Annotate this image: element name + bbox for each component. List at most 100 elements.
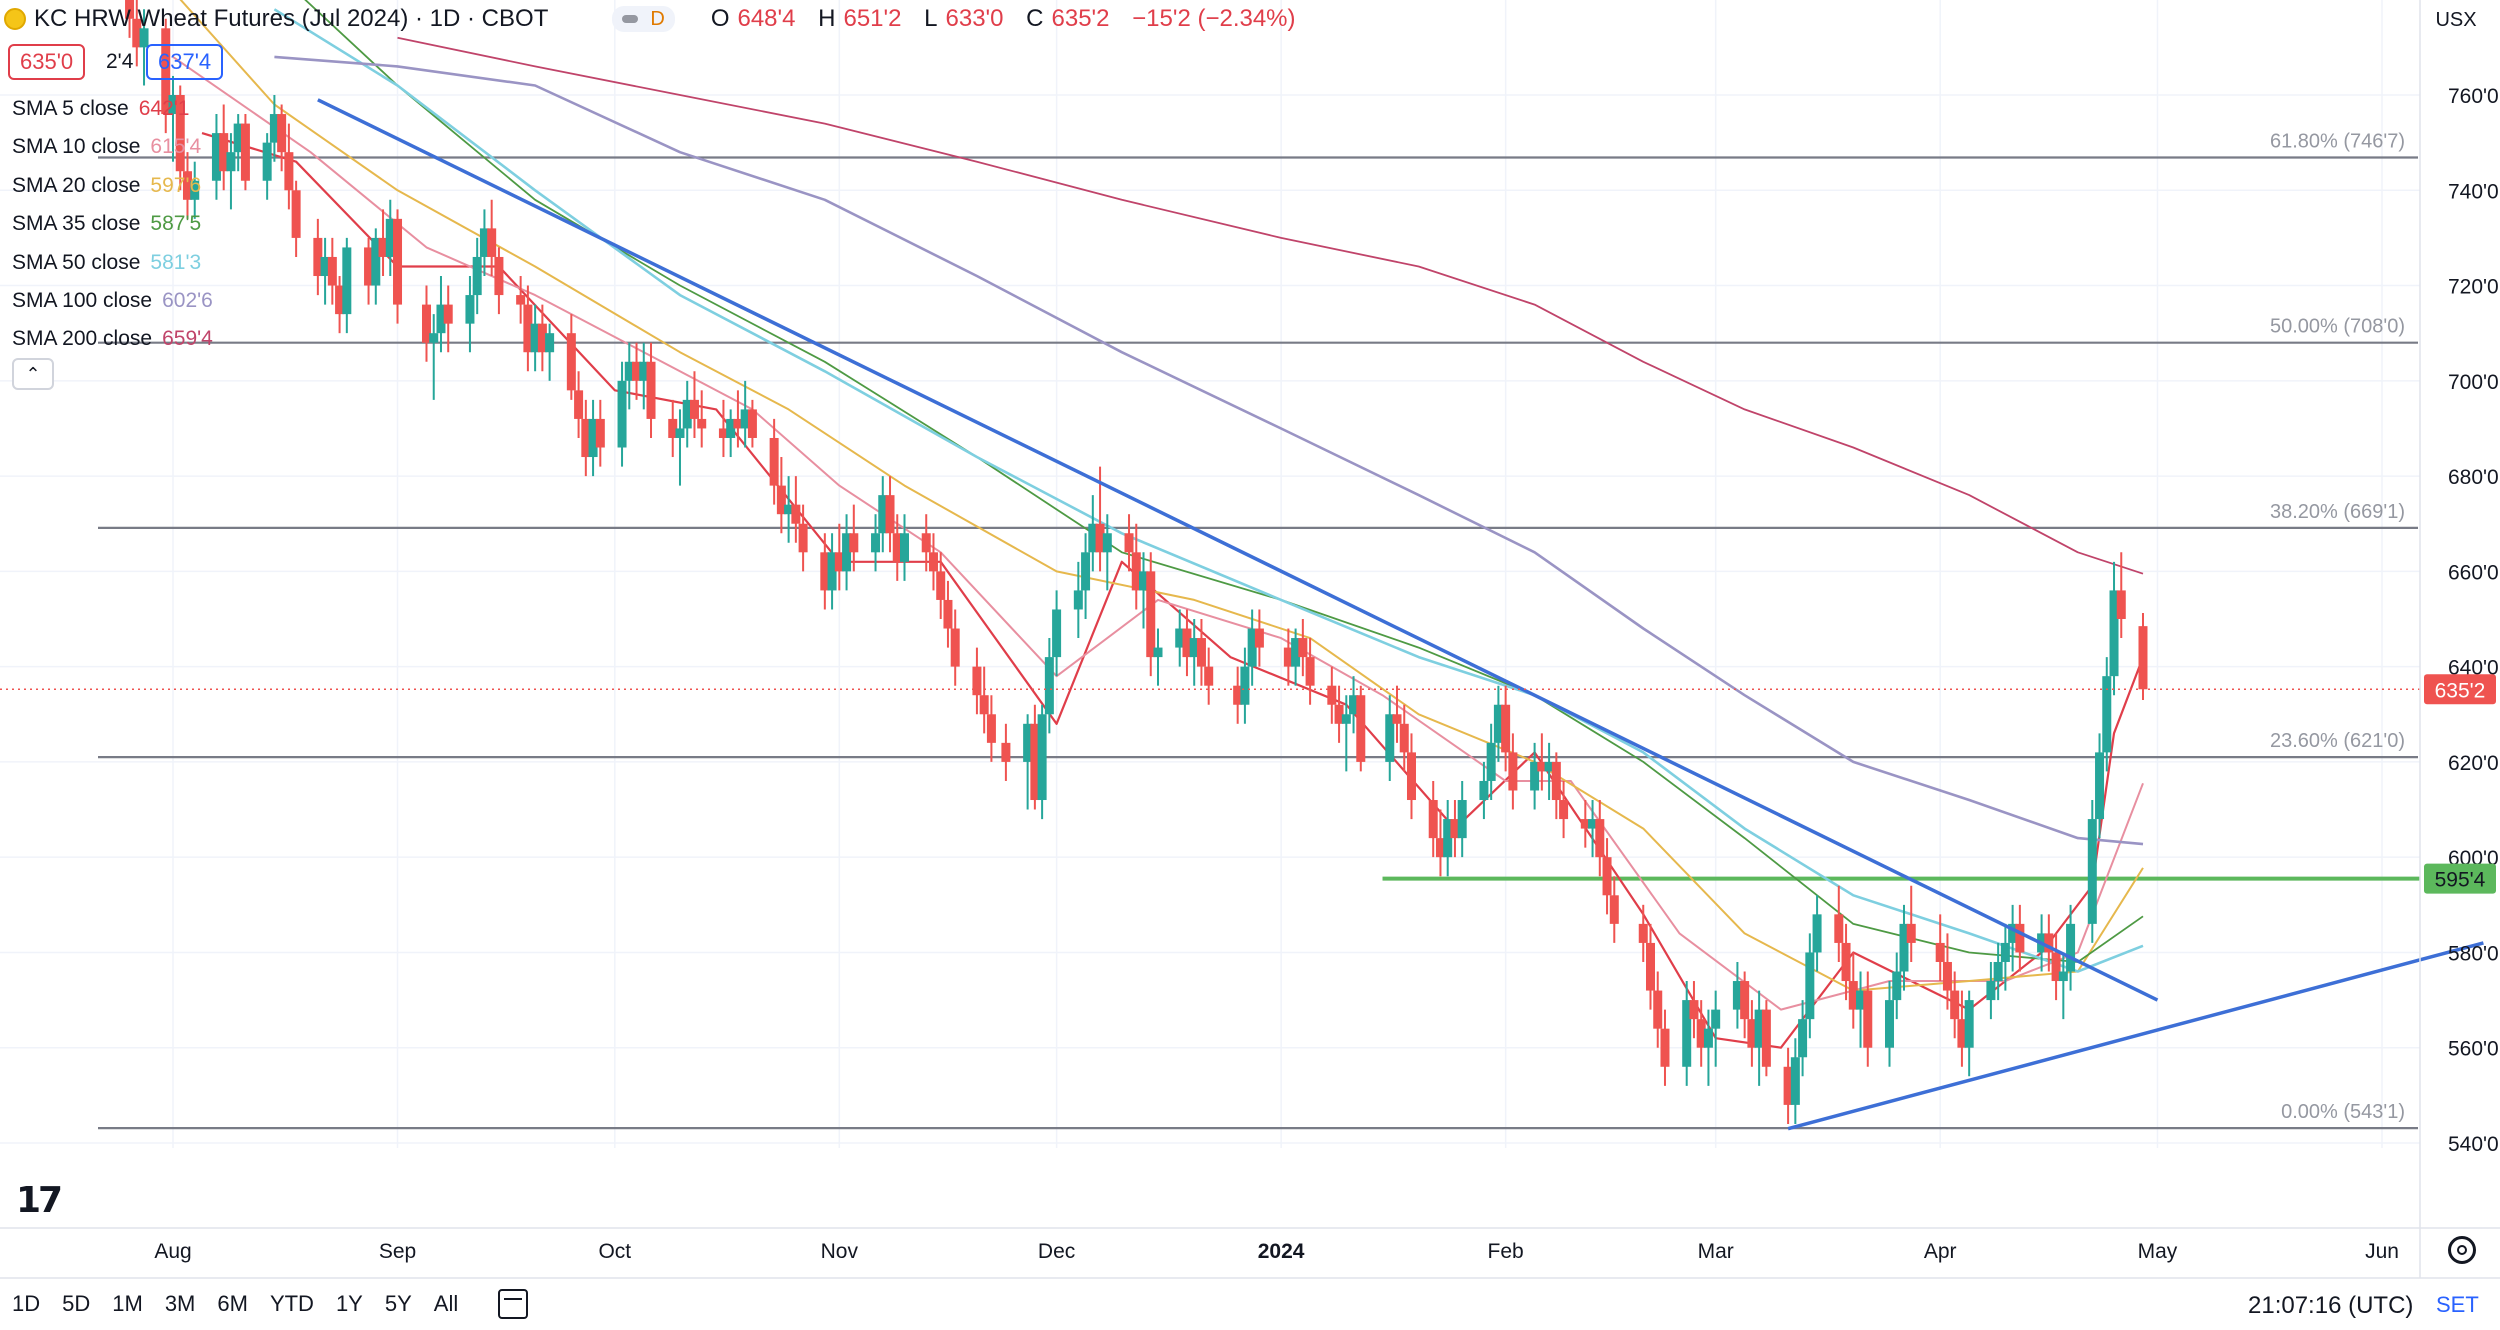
candle-body (175, 95, 185, 172)
candle (1349, 676, 1359, 734)
candle (1392, 685, 1402, 743)
currency-selector[interactable]: USX (2435, 8, 2477, 31)
candle (161, 18, 171, 134)
candle-body (1146, 571, 1156, 658)
candle-body (1305, 657, 1315, 686)
candle (2116, 552, 2126, 639)
symbol-title[interactable]: KC HRW Wheat Futures (Jul 2024) · 1D · C… (34, 5, 549, 32)
candle-body (827, 552, 837, 591)
timeframe-1y-button[interactable]: 1Y (335, 1291, 363, 1316)
legend-sma-20[interactable]: SMA 20 close 597'6 (12, 173, 202, 197)
candle (168, 75, 178, 162)
candle-body (1790, 1057, 1800, 1105)
candle (1783, 1047, 1793, 1124)
candle (487, 199, 497, 277)
candle-body (2051, 952, 2061, 982)
candle (190, 161, 200, 219)
candle-body (1030, 723, 1040, 801)
candle-body (1283, 647, 1293, 667)
candle-body (646, 361, 656, 419)
candle-body (1740, 981, 1750, 1020)
candle (928, 533, 938, 591)
legend-sma-35[interactable]: SMA 35 close 587'5 (12, 212, 202, 236)
candle-body (472, 256, 482, 296)
timeframe-1d-button[interactable]: 1D (12, 1291, 41, 1316)
utc-clock[interactable]: 21:07:16 (UTC) (2248, 1292, 2414, 1319)
candle-body (1102, 533, 1112, 553)
candle-body (277, 114, 287, 153)
session-set-button[interactable]: SET (2436, 1292, 2479, 1317)
candle (682, 380, 692, 448)
candle-body (740, 409, 750, 429)
candle-body (639, 361, 649, 381)
calendar-range-icon[interactable] (498, 1289, 529, 1319)
candle (1406, 733, 1416, 820)
candle (327, 237, 337, 305)
candle-body (1052, 609, 1062, 658)
candle-body (1689, 1000, 1699, 1020)
candle-body (878, 495, 888, 534)
legend-sma-100[interactable]: SMA 100 close 602'6 (12, 289, 213, 313)
timeframe-3m-button[interactable]: 3M (164, 1291, 196, 1316)
candle-body (632, 361, 642, 381)
candle-body (900, 533, 910, 562)
candle-body (226, 152, 236, 172)
candle-body (1044, 657, 1054, 715)
candle (1602, 838, 1612, 915)
candle (1935, 914, 1945, 982)
candle-body (530, 323, 540, 353)
timeframe-6m-button[interactable]: 6M (217, 1291, 248, 1316)
candle-body (421, 304, 431, 343)
candle (1812, 895, 1822, 972)
candle (537, 304, 547, 372)
candle-body (2087, 819, 2097, 924)
candle-body (784, 504, 794, 515)
candle-body (1385, 714, 1395, 762)
buy-price-button[interactable]: 637'4 (146, 44, 224, 80)
timeframe-5y-button[interactable]: 5Y (384, 1291, 412, 1316)
data-status-pill[interactable]: D (612, 6, 675, 32)
legend-sma-200[interactable]: SMA 200 close 659'4 (12, 327, 213, 351)
legend-sma-10[interactable]: SMA 10 close 615'4 (12, 135, 202, 159)
candle (2051, 933, 2061, 1001)
candle-body (182, 171, 192, 200)
timeframe-all-button[interactable]: All (433, 1291, 459, 1316)
candle-body (595, 418, 605, 448)
x-tick-label: May (2138, 1240, 2178, 1263)
candle (2058, 952, 2068, 1020)
candle-body (2116, 590, 2126, 619)
low-readout: L 633'0 (924, 5, 1004, 32)
symbol-logo-icon[interactable] (4, 8, 26, 30)
candle (791, 476, 801, 543)
candle (1044, 638, 1054, 734)
candle (1761, 1000, 1771, 1077)
candle (1428, 780, 1438, 858)
candle-body (132, 18, 142, 48)
candle (639, 342, 649, 410)
timeframe-ytd-button[interactable]: YTD (269, 1291, 314, 1316)
support-price-tag-label: 595'4 (2435, 869, 2486, 892)
candle-body (936, 571, 946, 600)
timeframe-1m-button[interactable]: 1M (112, 1291, 143, 1316)
gear-icon[interactable] (2448, 1236, 2476, 1264)
drag-handle-icon[interactable] (622, 15, 639, 23)
candle (798, 504, 808, 572)
tradingview-logo-icon[interactable]: 17 (16, 1180, 63, 1221)
legend-sma-50[interactable]: SMA 50 close 581'3 (12, 250, 202, 274)
candle-body (2109, 590, 2119, 677)
candle (1942, 933, 1952, 1010)
candle (878, 476, 888, 553)
timeframe-5d-button[interactable]: 5D (62, 1291, 91, 1316)
candle (668, 399, 678, 458)
sell-price-button[interactable]: 635'0 (8, 44, 86, 80)
candle-body (2066, 923, 2076, 972)
collapse-legend-button[interactable]: ⌃ (12, 358, 54, 390)
candle-body (1435, 838, 1445, 858)
y-tick-label: 620'0 (2448, 752, 2499, 775)
downtrend-line (317, 98, 2159, 1002)
candle-body (986, 714, 996, 743)
legend-sma-5[interactable]: SMA 5 close 642'1 (12, 97, 190, 120)
candle-body (1537, 761, 1547, 772)
candle-body (1805, 952, 1815, 1020)
